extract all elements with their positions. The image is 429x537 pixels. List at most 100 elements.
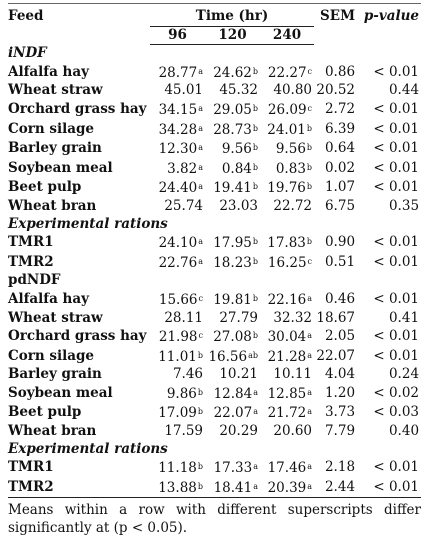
value-96-cell: 28.77a	[150, 63, 205, 83]
superscript: a	[307, 462, 313, 472]
feed-cell: Wheat bran	[8, 423, 150, 441]
sem-cell-value: 0.51	[324, 253, 356, 270]
superscript: a	[253, 387, 258, 397]
value-120-cell-value: 20.29	[219, 423, 258, 440]
sem-cell-value: 22.07	[316, 347, 356, 364]
pvalue-cell: < 0.01	[359, 233, 421, 253]
feed-header: Feed	[8, 8, 44, 24]
value-96-cell: 25.74	[150, 198, 205, 216]
superscript: b	[252, 66, 258, 76]
value-120-cell-value: 23.03	[219, 197, 258, 214]
feed-cell: TMR1	[8, 233, 150, 253]
feed-cell-value: TMR1	[8, 234, 54, 251]
value-96-cell: 17.09b	[150, 403, 205, 423]
value-120-cell-value: 10.21	[219, 366, 258, 383]
table-row: Barley grain 12.30a 9.56b 9.56b 0.64 < 0.01	[8, 139, 421, 159]
value-120-cell-value: 28.73	[213, 121, 252, 138]
superscript: b	[197, 350, 203, 360]
table-row: Wheat straw 28.11 27.79 32.32 18.67 0.41	[8, 310, 421, 328]
feed-cell-value: TMR2	[8, 253, 54, 270]
sem-cell-value: 6.75	[324, 197, 356, 214]
superscript: b	[252, 162, 258, 172]
value-96-cell-value: 24.40	[158, 180, 198, 197]
pvalue-cell: 0.40	[359, 423, 421, 441]
sem-cell-value: 1.07	[324, 179, 356, 196]
value-240-cell: 22.16a	[260, 290, 314, 310]
sem-cell-value: 2.18	[324, 459, 356, 476]
sem-cell-value: 6.39	[324, 120, 356, 137]
section-row: iNDF	[8, 45, 421, 63]
sem-cell: 2.05	[314, 327, 359, 347]
value-240-cell-value: 40.80	[273, 82, 313, 99]
feed-cell: Corn silage	[8, 120, 150, 140]
time-240-header: 240	[260, 26, 315, 46]
pvalue-cell: < 0.01	[359, 458, 421, 478]
value-120-cell-value: 27.08	[213, 329, 252, 346]
pvalue-cell: 0.44	[359, 82, 421, 100]
feed-cell: Alfalfa hay	[8, 63, 150, 83]
value-96-cell-value: 13.88	[158, 479, 197, 496]
feed-cell-value: Wheat straw	[8, 309, 103, 326]
superscript: b	[252, 293, 258, 303]
section-row: Experimental rations	[8, 441, 421, 459]
feed-cell: Beet pulp	[8, 178, 150, 198]
value-240-cell-value: 32.32	[273, 309, 313, 326]
feed-cell-value: Soybean meal	[8, 159, 113, 176]
footnote: Means within a row with different supers…	[8, 501, 421, 537]
feed-cell-value: Barley grain	[8, 366, 102, 383]
value-240-cell-value: 12.85	[267, 385, 307, 402]
value-96-cell: 34.15a	[150, 100, 205, 120]
value-120-cell: 12.84a	[205, 384, 260, 404]
feed-cell: Soybean meal	[8, 384, 150, 404]
feed-cell-value: TMR2	[8, 478, 54, 495]
sem-cell-value: 0.64	[324, 140, 356, 157]
feed-cell: Orchard grass hay	[8, 327, 150, 347]
table-row: Alfalfa hay 15.66c 19.81b 22.16a 0.46 < 0.01	[8, 290, 421, 310]
superscript: a	[307, 350, 313, 360]
feed-cell: Orchard grass hay	[8, 100, 150, 120]
value-240-cell: 12.85a	[260, 384, 314, 404]
superscript: b	[306, 123, 313, 133]
superscript: c	[307, 66, 313, 76]
pvalue-cell: < 0.03	[359, 403, 421, 423]
superscript: b	[197, 387, 203, 397]
pvalue-cell-value: < 0.01	[373, 290, 420, 307]
sem-cell: 2.72	[314, 100, 359, 120]
pvalue-cell: < 0.01	[359, 63, 421, 83]
value-240-cell: 9.56b	[260, 139, 314, 159]
superscript: a	[198, 143, 203, 153]
value-120-cell: 17.33a	[205, 458, 260, 478]
sem-cell: 20.52	[314, 82, 359, 100]
pvalue-cell-value: < 0.01	[373, 234, 420, 251]
superscript: a	[198, 256, 203, 266]
sem-cell-value: 20.52	[316, 82, 356, 99]
value-120-cell: 18.23b	[205, 253, 260, 273]
value-96-cell: 45.01	[150, 82, 205, 100]
sem-cell: 0.51	[314, 253, 359, 273]
value-96-cell-value: 45.01	[164, 82, 203, 99]
value-240-cell-value: 19.76	[267, 180, 306, 197]
pvalue-cell: < 0.01	[359, 178, 421, 198]
value-96-cell: 24.40a	[150, 178, 205, 198]
table-row: Wheat bran 25.74 23.03 22.72 6.75 0.35	[8, 198, 421, 216]
value-120-cell-value: 0.84	[221, 160, 252, 177]
superscript: b	[306, 162, 313, 172]
feed-cell-value: Corn silage	[8, 347, 95, 364]
pvalue-cell-value: < 0.01	[373, 159, 420, 176]
table-row: Beet pulp 24.40a 19.41b 19.76b 1.07 < 0.01	[8, 178, 421, 198]
pvalue-cell-value: < 0.01	[373, 459, 420, 476]
section-title: Experimental rations	[8, 440, 168, 457]
feed-cell-value: Wheat straw	[8, 82, 103, 99]
feed-cell-value: Soybean meal	[8, 384, 113, 401]
value-96-cell: 7.46	[150, 366, 205, 384]
sem-cell-value: 0.46	[324, 290, 356, 307]
superscript: b	[252, 182, 258, 192]
value-96-cell-value: 3.82	[167, 160, 198, 177]
feed-cell: TMR1	[8, 458, 150, 478]
value-96-cell-value: 17.09	[158, 405, 197, 422]
value-120-cell-value: 17.95	[213, 235, 252, 252]
pvalue-cell-value: < 0.01	[373, 253, 420, 270]
superscript: b	[252, 331, 258, 341]
pvalue-cell: < 0.01	[359, 347, 421, 367]
value-240-cell: 30.04a	[260, 327, 314, 347]
